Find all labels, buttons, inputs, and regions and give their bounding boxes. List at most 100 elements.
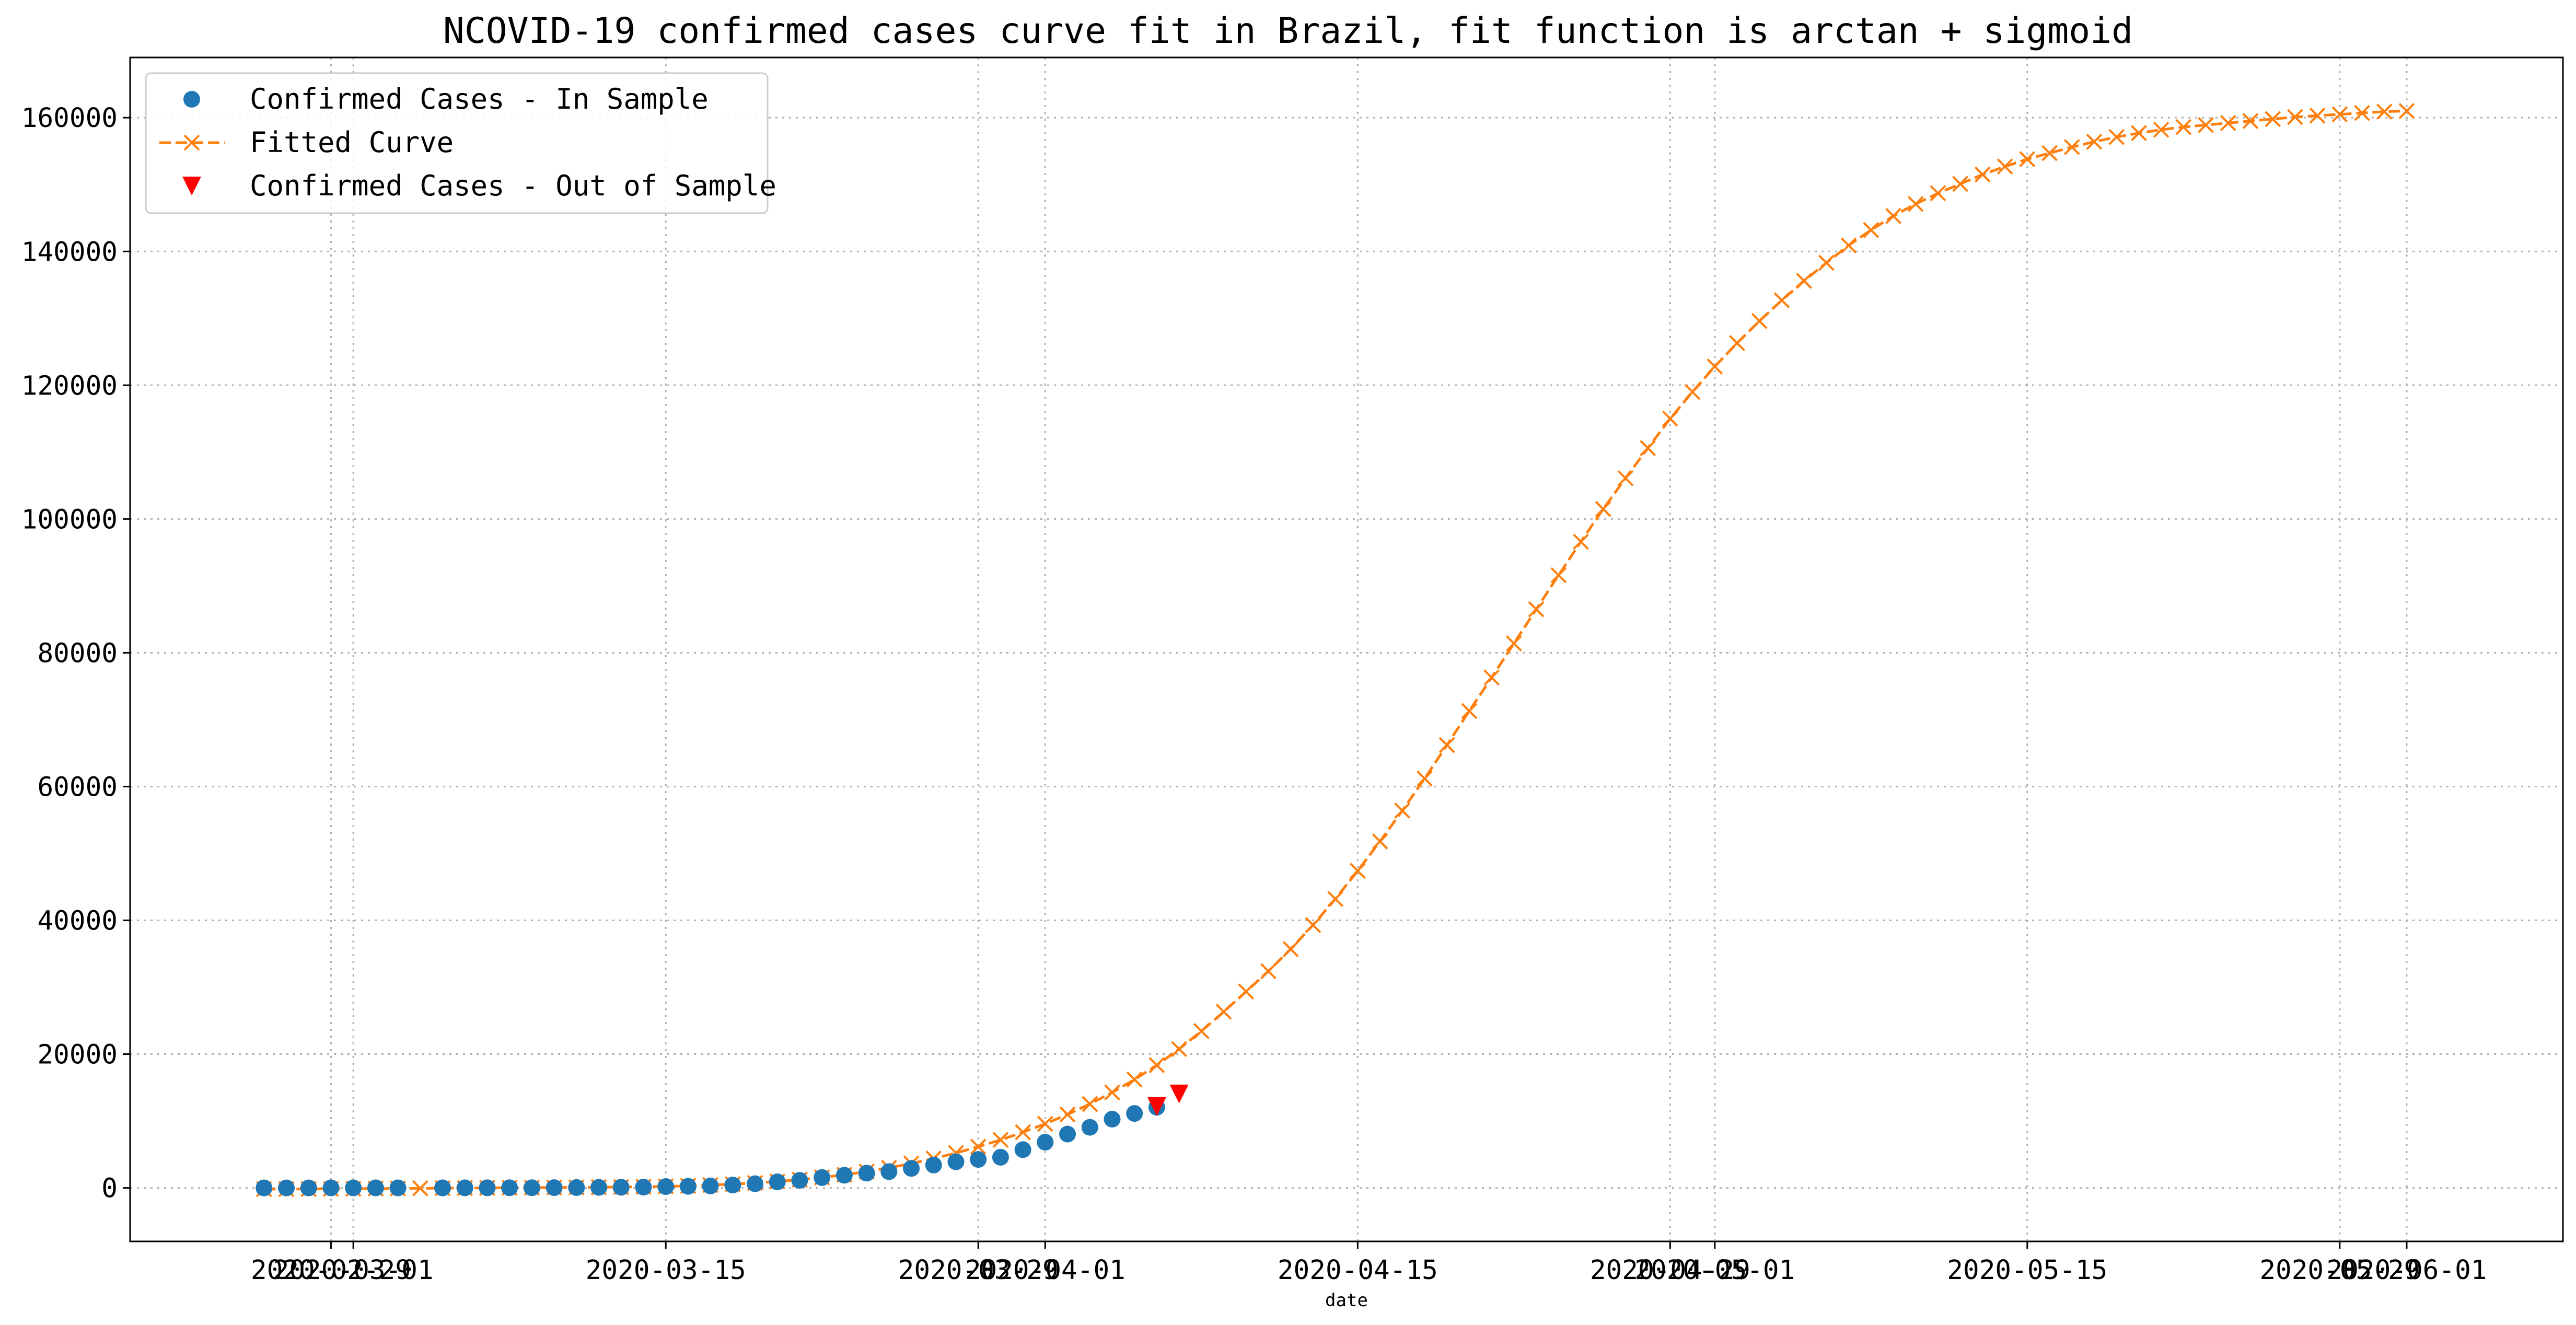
fitted-curve-point bbox=[2108, 129, 2125, 145]
fitted-curve-point bbox=[1840, 237, 1857, 254]
fitted-curve-point bbox=[1305, 917, 1321, 933]
fitted-curve-point bbox=[2019, 151, 2036, 168]
x-tick-label: 2020-05-15 bbox=[1947, 1255, 2107, 1286]
in-sample-point bbox=[657, 1178, 675, 1195]
y-tick-label: 120000 bbox=[21, 370, 118, 401]
in-sample-point bbox=[947, 1153, 965, 1170]
in-sample-point bbox=[300, 1179, 317, 1196]
fitted-curve-point bbox=[1104, 1084, 1120, 1101]
in-sample-point bbox=[724, 1177, 741, 1194]
fitted-curve-point bbox=[1015, 1124, 1031, 1141]
in-sample-point bbox=[814, 1169, 831, 1186]
fitted-curve-point bbox=[1037, 1115, 1053, 1132]
fitted-curve-point bbox=[2376, 103, 2393, 120]
fitted-curve-point bbox=[1505, 635, 1522, 652]
fitted-curve-point bbox=[2175, 119, 2192, 135]
fitted-curve-point bbox=[1952, 176, 1969, 192]
in-sample-point bbox=[1104, 1111, 1121, 1128]
fitted-curve-point bbox=[1729, 335, 1745, 352]
in-sample-point bbox=[256, 1179, 273, 1196]
in-sample-point bbox=[769, 1173, 786, 1191]
fitted-curve-point bbox=[1528, 601, 1545, 618]
fitted-curve-point bbox=[2309, 107, 2326, 124]
y-axis: 0 20000 40000 60000 80000 100000 120000 140000 1… bbox=[21, 103, 130, 1204]
in-sample-point bbox=[322, 1179, 340, 1196]
legend-marker-fitted bbox=[183, 134, 200, 151]
fitted-curve-point bbox=[1148, 1057, 1165, 1074]
fitted-curve-point bbox=[2086, 133, 2103, 150]
in-sample-point bbox=[925, 1156, 942, 1173]
in-sample-point bbox=[791, 1172, 808, 1189]
out-of-sample-series bbox=[1147, 1084, 1189, 1116]
x-tick-label: 2020-06-01 bbox=[2326, 1255, 2487, 1286]
fitted-curve-point bbox=[1417, 770, 1433, 787]
in-sample-point bbox=[612, 1179, 630, 1196]
in-sample-point bbox=[1081, 1119, 1098, 1136]
fitted-curve-point bbox=[1059, 1106, 1076, 1123]
fitted-curve-point bbox=[1461, 703, 1478, 719]
x-tick-label: 2020-03-15 bbox=[586, 1255, 746, 1286]
x-tick-label: 2020-04-29 bbox=[1590, 1255, 1750, 1286]
in-sample-point bbox=[501, 1179, 518, 1196]
in-sample-point bbox=[836, 1167, 853, 1184]
fitted-curve-point bbox=[1349, 863, 1366, 879]
y-tick-label: 140000 bbox=[21, 237, 118, 268]
in-sample-point bbox=[679, 1178, 697, 1195]
fitted-curve-point bbox=[1238, 983, 1255, 1000]
y-tick-label: 0 bbox=[101, 1173, 118, 1204]
fitted-curve-point bbox=[1930, 185, 1946, 202]
plot-area-frame bbox=[129, 56, 2564, 1242]
in-sample-point bbox=[903, 1160, 920, 1177]
fitted-curve-point bbox=[1438, 737, 1455, 753]
fitted-curve-point bbox=[1818, 254, 1835, 271]
fitted-curve-point bbox=[2063, 139, 2080, 155]
fitted-curve-point bbox=[1260, 963, 1277, 980]
y-tick-label: 160000 bbox=[21, 103, 118, 134]
fitted-curve-point bbox=[1394, 803, 1411, 819]
fitted-curve-point bbox=[2198, 117, 2214, 133]
x-tick-label: 2020-02-29 bbox=[251, 1255, 411, 1286]
fitted-curve-point bbox=[1595, 501, 1611, 517]
fitted-curve-point bbox=[1907, 195, 1924, 212]
fitted-curve-point bbox=[1751, 312, 1768, 329]
fitted-curve-point bbox=[1126, 1071, 1143, 1088]
x-tick-label: 2020-05-01 bbox=[1634, 1255, 1795, 1286]
legend-box bbox=[145, 72, 769, 214]
y-tick-label: 20000 bbox=[37, 1040, 118, 1071]
in-sample-point bbox=[1037, 1134, 1054, 1151]
fitted-curve-point bbox=[1550, 567, 1567, 584]
in-sample-point bbox=[880, 1163, 898, 1180]
fitted-curve-point bbox=[2242, 113, 2259, 130]
fitted-curve-point bbox=[1796, 273, 1813, 289]
fitted-curve-point bbox=[2220, 115, 2236, 131]
fitted-curve-point bbox=[970, 1138, 987, 1155]
legend-marker-in-sample bbox=[183, 91, 200, 108]
in-sample-point bbox=[434, 1179, 451, 1196]
fitted-curve-point bbox=[2153, 121, 2169, 138]
fitted-curve-point bbox=[2130, 125, 2147, 142]
fitted-curve-point bbox=[992, 1132, 1009, 1148]
in-sample-point bbox=[345, 1179, 362, 1196]
in-sample-point bbox=[858, 1165, 875, 1182]
fitted-curve-point bbox=[1193, 1023, 1210, 1039]
fitted-curve-point bbox=[1997, 158, 2013, 175]
x-tick-label: 2020-05-29 bbox=[2259, 1255, 2420, 1286]
x-tick-label: 2020-03-29 bbox=[898, 1255, 1059, 1286]
fitted-curve-point bbox=[1974, 166, 1991, 183]
legend-label: Fitted Curve bbox=[250, 126, 454, 159]
fitted-curve-point bbox=[2287, 109, 2303, 125]
fitted-curve-point bbox=[2265, 111, 2281, 127]
fitted-curve-point bbox=[1282, 941, 1299, 957]
in-sample-point bbox=[590, 1179, 608, 1196]
out-of-sample-point bbox=[1169, 1084, 1189, 1103]
x-tick-label: 2020-04-01 bbox=[965, 1255, 1125, 1286]
fitted-curve-point bbox=[1483, 669, 1500, 686]
fitted-curve-point bbox=[2398, 103, 2415, 119]
chart-title: NCOVID-19 confirmed cases curve fit in B… bbox=[443, 10, 2133, 52]
fitted-curve-point bbox=[1617, 470, 1634, 486]
fitted-curve-point bbox=[1573, 533, 1589, 550]
x-axis-label: date bbox=[1325, 1290, 1368, 1311]
in-sample-point bbox=[367, 1179, 384, 1196]
